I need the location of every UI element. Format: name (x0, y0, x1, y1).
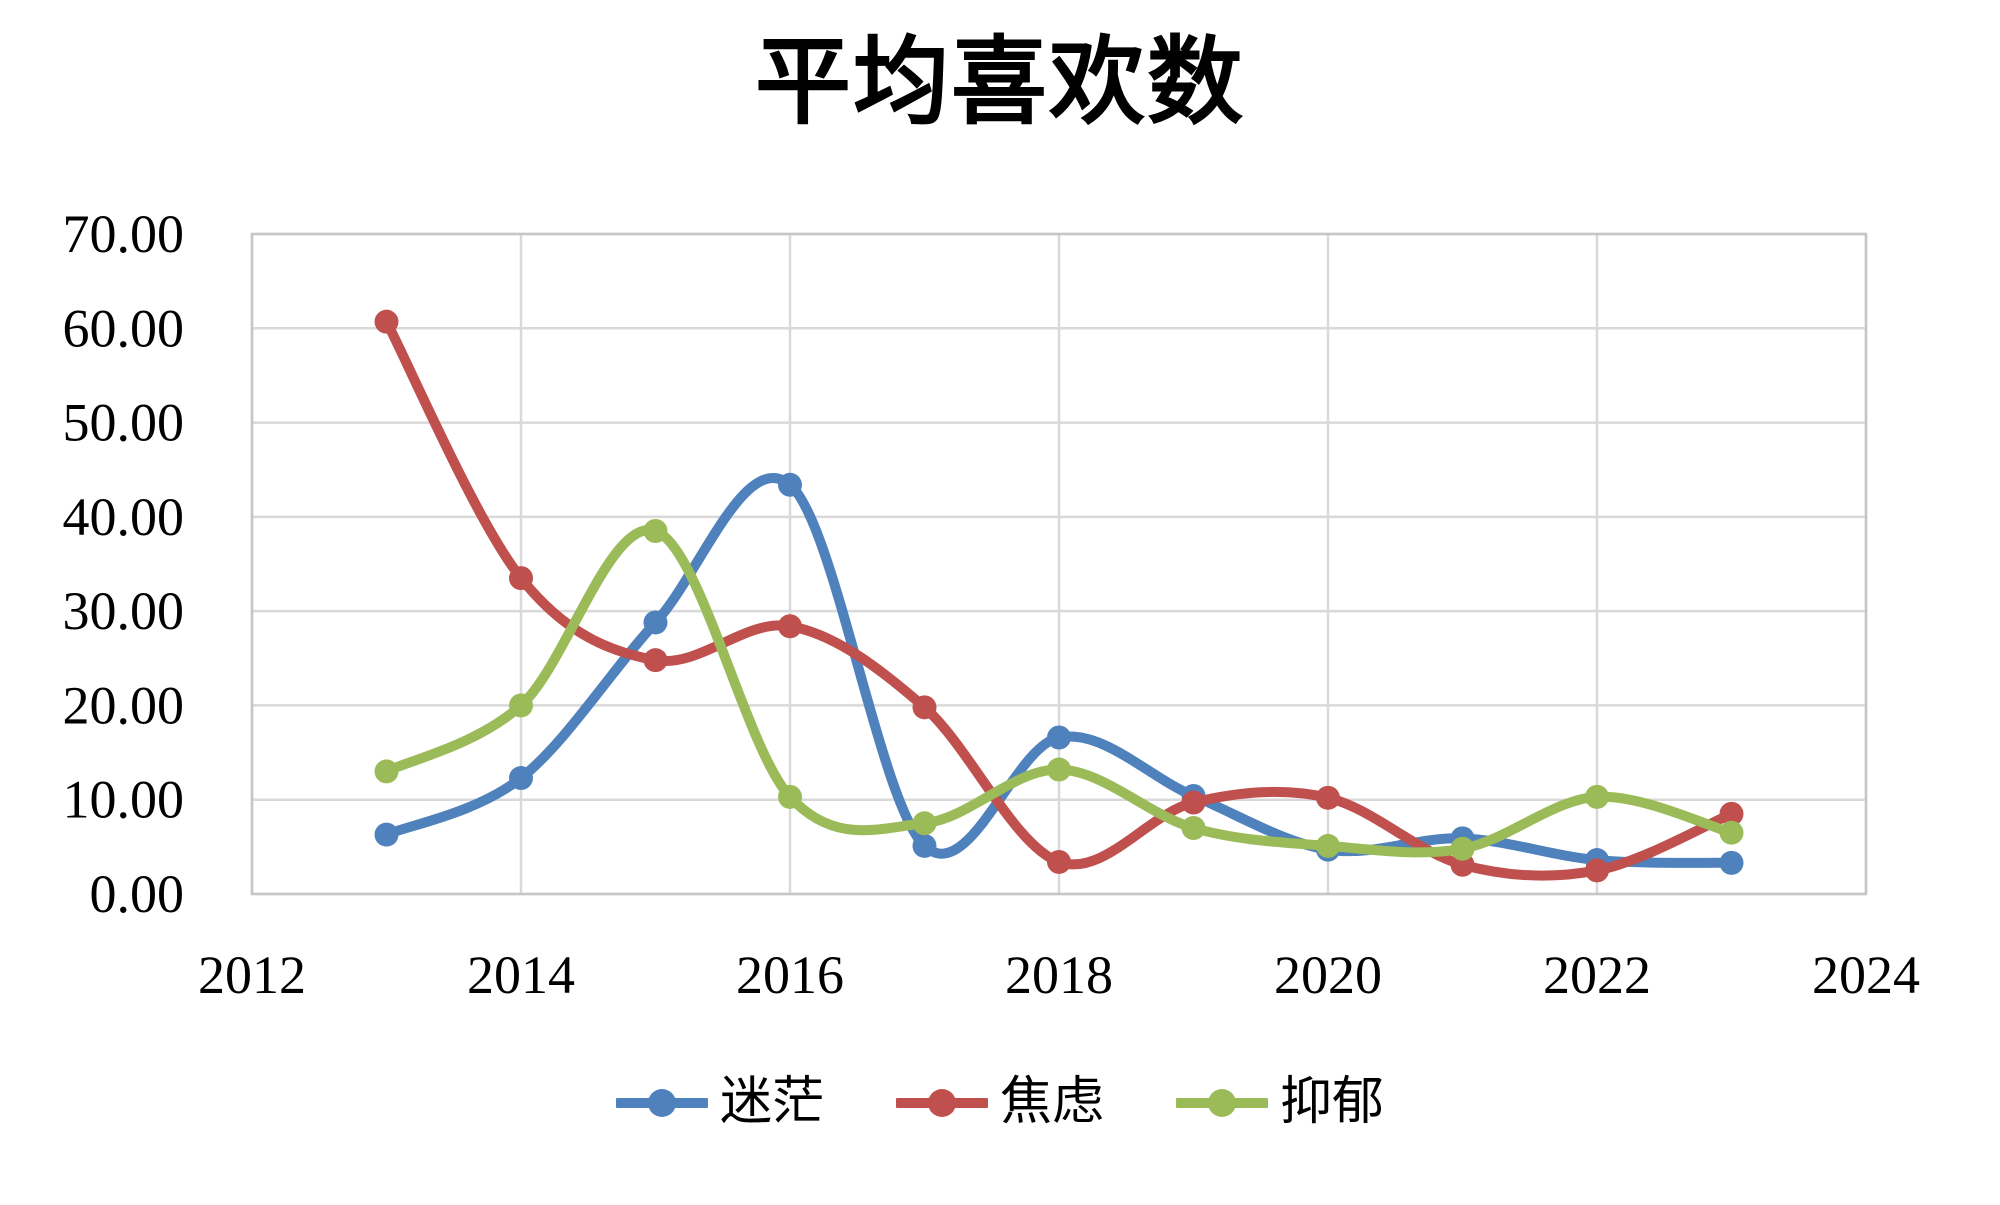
y-axis-tick-label: 60.00 (63, 298, 185, 358)
x-axis-tick-label: 2018 (1005, 945, 1113, 1005)
legend-marker-icon (1176, 1089, 1268, 1117)
series-0-marker-2018 (1047, 725, 1071, 750)
legend-label: 抑郁 (1280, 1074, 1385, 1131)
series-0-marker-2014 (509, 766, 533, 791)
y-axis-tick-label: 0.00 (90, 864, 185, 924)
series-2-marker-2023 (1719, 820, 1744, 845)
legend-marker-icon (895, 1089, 988, 1117)
series-2-marker-2013 (374, 759, 399, 784)
series-2-marker-2020 (1316, 833, 1340, 858)
y-axis-tick-label: 10.00 (63, 770, 185, 830)
series-2-marker-2017 (912, 811, 937, 836)
series-0-marker-2016 (778, 472, 802, 497)
x-axis-tick-label: 2022 (1543, 945, 1651, 1005)
series-2-marker-2021 (1450, 836, 1475, 861)
series-0-marker-2013 (374, 822, 399, 847)
legend-item-0: 迷茫 (615, 1074, 824, 1131)
x-axis-tick-label: 2020 (1274, 945, 1382, 1005)
series-0-marker-2017 (912, 833, 937, 858)
x-axis-tick-label: 2024 (1812, 945, 1920, 1005)
series-1-marker-2014 (509, 566, 533, 591)
series-0-marker-2023 (1719, 850, 1744, 875)
series-1-marker-2018 (1047, 849, 1071, 874)
series-1-marker-2017 (912, 695, 937, 720)
legend-item-1: 焦虑 (895, 1074, 1104, 1131)
series-1-marker-2020 (1316, 785, 1340, 810)
series-1-marker-2013 (374, 309, 399, 334)
y-axis-tick-label: 70.00 (63, 204, 185, 264)
x-axis-tick-label: 2012 (198, 945, 306, 1005)
y-axis-tick-label: 20.00 (63, 675, 185, 735)
series-2-marker-2014 (509, 693, 533, 718)
series-2-marker-2019 (1181, 816, 1206, 840)
legend-marker-icon (615, 1089, 708, 1117)
plot-border (250, 232, 1868, 896)
y-axis-tick-label: 50.00 (63, 393, 185, 453)
series-1-marker-2016 (778, 614, 802, 639)
series-2-marker-2022 (1585, 784, 1609, 809)
series-0-marker-2015 (643, 610, 668, 635)
series-2-marker-2015 (643, 519, 668, 543)
series-1-marker-2015 (643, 648, 668, 673)
chart-title: 平均喜欢数 (755, 29, 1245, 136)
series-2-marker-2016 (778, 784, 802, 809)
legend-label: 迷茫 (719, 1074, 824, 1131)
legend: 迷茫 焦虑 抑郁 (0, 1058, 2000, 1148)
x-axis-tick-label: 2016 (736, 945, 844, 1005)
series-2-marker-2018 (1047, 757, 1071, 782)
series-1-marker-2019 (1181, 790, 1206, 815)
y-axis-tick-label: 40.00 (63, 487, 185, 547)
series-line-2 (381, 525, 1737, 858)
legend-item-2: 抑郁 (1176, 1077, 1384, 1129)
x-axis-tick-label: 2014 (467, 945, 575, 1005)
series-1-marker-2023 (1719, 801, 1744, 826)
series-1-marker-2022 (1585, 858, 1609, 883)
legend-label: 焦虑 (999, 1074, 1104, 1131)
y-axis-tick-label: 30.00 (63, 581, 185, 641)
